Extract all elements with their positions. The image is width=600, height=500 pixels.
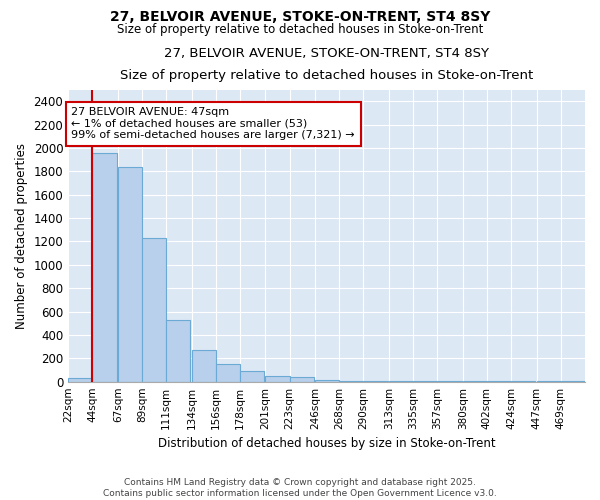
Bar [265,376,290,382]
Bar [240,371,265,382]
Text: 27 BELVOIR AVENUE: 47sqm
← 1% of detached houses are smaller (53)
99% of semi-de: 27 BELVOIR AVENUE: 47sqm ← 1% of detache… [71,107,355,140]
Text: Size of property relative to detached houses in Stoke-on-Trent: Size of property relative to detached ho… [117,22,483,36]
Bar [290,377,314,382]
Bar [68,378,92,382]
Title: 27, BELVOIR AVENUE, STOKE-ON-TRENT, ST4 8SY
Size of property relative to detache: 27, BELVOIR AVENUE, STOKE-ON-TRENT, ST4 … [120,48,533,82]
Text: Contains HM Land Registry data © Crown copyright and database right 2025.
Contai: Contains HM Land Registry data © Crown c… [103,478,497,498]
Bar [315,380,339,382]
Text: 27, BELVOIR AVENUE, STOKE-ON-TRENT, ST4 8SY: 27, BELVOIR AVENUE, STOKE-ON-TRENT, ST4 … [110,10,490,24]
Bar [339,380,364,382]
Bar [142,238,166,382]
Bar [92,152,116,382]
Y-axis label: Number of detached properties: Number of detached properties [15,142,28,328]
Bar [166,320,190,382]
X-axis label: Distribution of detached houses by size in Stoke-on-Trent: Distribution of detached houses by size … [158,437,496,450]
Bar [216,364,240,382]
Bar [364,381,388,382]
Bar [118,166,142,382]
Bar [191,350,216,382]
